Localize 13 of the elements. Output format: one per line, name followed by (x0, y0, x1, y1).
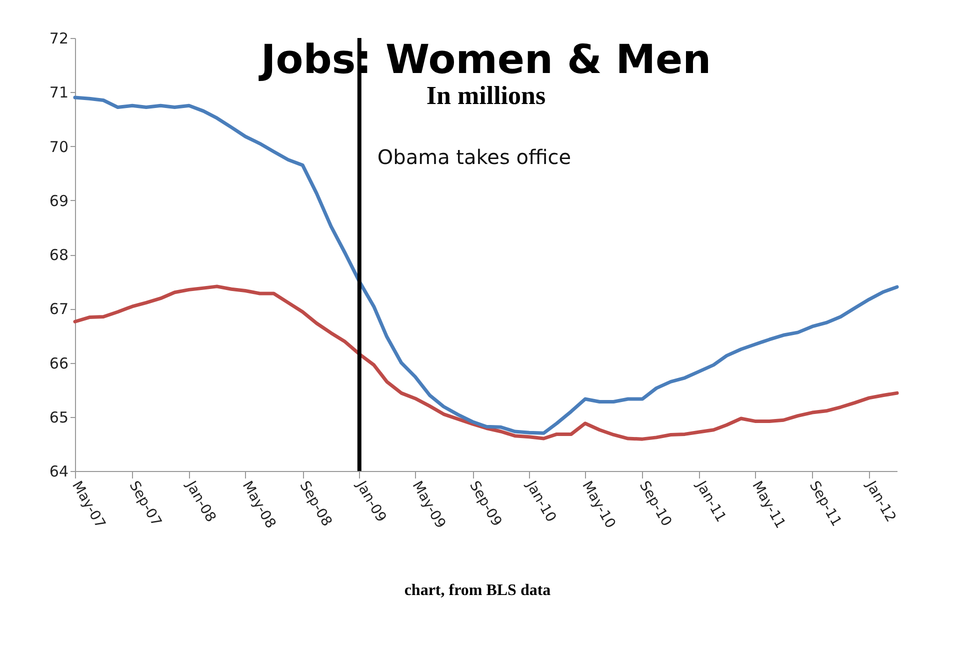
line-series (73, 284, 899, 441)
y-tick-label: 72 (49, 30, 68, 48)
y-tick-label: 65 (49, 408, 68, 426)
y-tick-label: 70 (49, 138, 68, 156)
text: In millions (426, 81, 546, 110)
y-tick-label: 69 (49, 192, 68, 210)
y-tick-label: 68 (49, 246, 68, 264)
y-tick-label: 71 (49, 84, 68, 102)
y-tick-label: 64 (49, 462, 68, 480)
y-tick-label: 67 (49, 300, 68, 318)
y-tick-label: 66 (49, 354, 68, 372)
text: chart, from BLS data (403, 582, 552, 600)
ref-line-label: Obama takes office (377, 145, 572, 169)
